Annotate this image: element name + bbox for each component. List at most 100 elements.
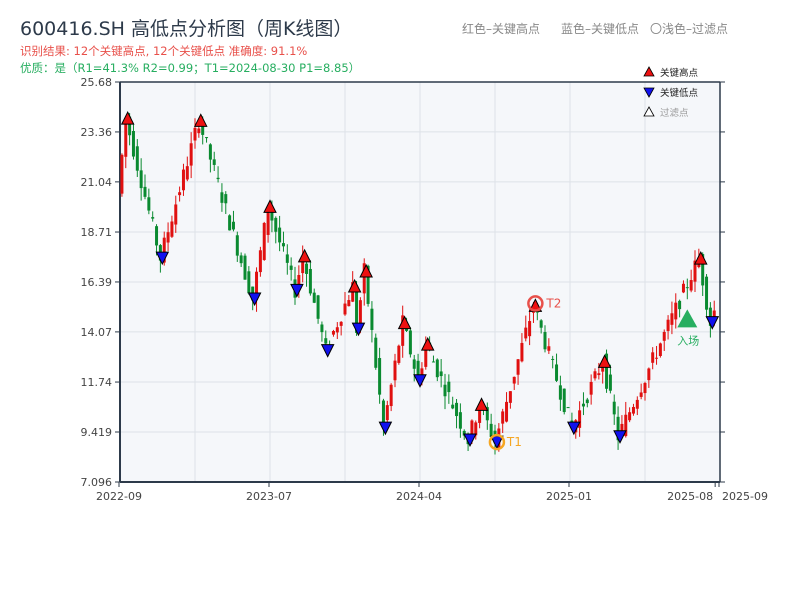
key-low-marker (463, 433, 477, 448)
chart-title: 600416.SH 高低点分析图（周K线图） (20, 18, 353, 40)
candle-body (128, 116, 132, 136)
candle-body (331, 330, 335, 335)
candle-body (508, 391, 512, 403)
candle-body (612, 401, 616, 415)
candle-body (551, 358, 555, 360)
candle-body (343, 303, 347, 315)
candle-body (424, 343, 428, 367)
candle-body (628, 412, 632, 421)
candle-body (505, 401, 509, 422)
x-tick-label: 2025-01 (546, 490, 592, 503)
candle-body (589, 381, 593, 395)
x-tick-label: 2023-07 (246, 490, 292, 503)
candle-body (520, 342, 524, 362)
candle-body (393, 360, 397, 381)
candle-body (120, 154, 124, 194)
candle-body (608, 374, 612, 391)
key-high-marker (263, 199, 277, 213)
candle-body (170, 221, 174, 237)
candle-body (501, 411, 505, 424)
candle-body (305, 263, 309, 274)
candle-body (397, 345, 401, 363)
candle-body (478, 407, 482, 423)
key-high-marker (474, 397, 489, 411)
y-tick-label: 25.68 (81, 76, 113, 89)
candle-body (447, 381, 451, 393)
candle-body (631, 406, 635, 414)
entry-label: 入场 (677, 333, 699, 347)
candle-body (639, 392, 643, 397)
quality-summary: 优质：是（R1=41.3% R2=0.99；T1=2024-08-30 P1=8… (20, 61, 361, 75)
key-low-marker (613, 430, 627, 444)
candle-body (162, 237, 166, 263)
legend-label: 关键低点 (660, 87, 699, 99)
key-high-marker (597, 354, 612, 368)
candle-body (489, 423, 493, 437)
candle-body (431, 361, 435, 363)
candle-body (593, 371, 597, 379)
key-high-marker (193, 113, 208, 127)
result-summary: 识别结果: 12个关键高点, 12个关键低点 准确度: 91.1% (20, 44, 308, 58)
candle-body (155, 226, 159, 246)
candle-body (270, 207, 274, 221)
candle-body (597, 373, 601, 376)
candle-body (205, 137, 209, 139)
candle-body (712, 310, 716, 322)
candle-body (201, 125, 205, 135)
key-low-marker (290, 283, 304, 298)
candle-body (601, 365, 605, 372)
candle-body (208, 144, 212, 160)
candle-body (178, 192, 182, 196)
candle-body (412, 359, 416, 369)
y-tick-label: 23.36 (81, 126, 113, 139)
candle-body (543, 332, 547, 350)
candle-body (151, 217, 155, 219)
candle-body (181, 169, 185, 191)
candle-body (562, 388, 566, 413)
candle-body (539, 320, 543, 328)
y-tick-label: 14.07 (81, 326, 113, 339)
candle-body (620, 423, 624, 431)
legend-label: 过滤点 (660, 107, 689, 119)
candle-body (316, 295, 320, 319)
candle-body (320, 324, 324, 333)
candle-body (558, 385, 562, 400)
key-high-marker (120, 111, 135, 125)
candle-body (470, 420, 474, 440)
x-tick-label: 2022-09 (96, 490, 142, 503)
key-high-marker (397, 315, 412, 330)
candle-body (658, 343, 662, 356)
key-low-marker (413, 374, 427, 388)
y-tick-label: 21.04 (81, 176, 113, 189)
candle-body (174, 204, 178, 225)
key-low-marker (320, 344, 335, 358)
candle-body (339, 321, 343, 326)
candle-body (578, 410, 582, 428)
candle-body (674, 302, 678, 320)
candle-body (512, 376, 516, 384)
candle-body (147, 197, 151, 211)
x-tick-label: 2024-04 (396, 490, 442, 503)
candle-body (689, 280, 693, 291)
candle-body (239, 255, 243, 264)
key-high-marker (297, 248, 312, 263)
candle-body (228, 215, 232, 231)
key-low-marker (705, 316, 720, 330)
t1-label: T1 (506, 435, 522, 449)
key-high-marker (347, 278, 362, 293)
candle-body (124, 118, 128, 157)
candle-body (670, 313, 674, 325)
candle-body (301, 256, 305, 274)
x-tick-label: 2025-08 (667, 490, 713, 503)
candle-body (435, 359, 439, 378)
candle-body (416, 360, 420, 379)
candle-body (255, 271, 259, 300)
legend-marker-1 (643, 87, 655, 98)
candle-body (389, 384, 393, 407)
candle-body (701, 254, 705, 286)
key-high-marker (420, 337, 435, 351)
key-low-marker (247, 292, 262, 307)
candle-body (235, 235, 239, 256)
key-high-marker (359, 263, 373, 278)
